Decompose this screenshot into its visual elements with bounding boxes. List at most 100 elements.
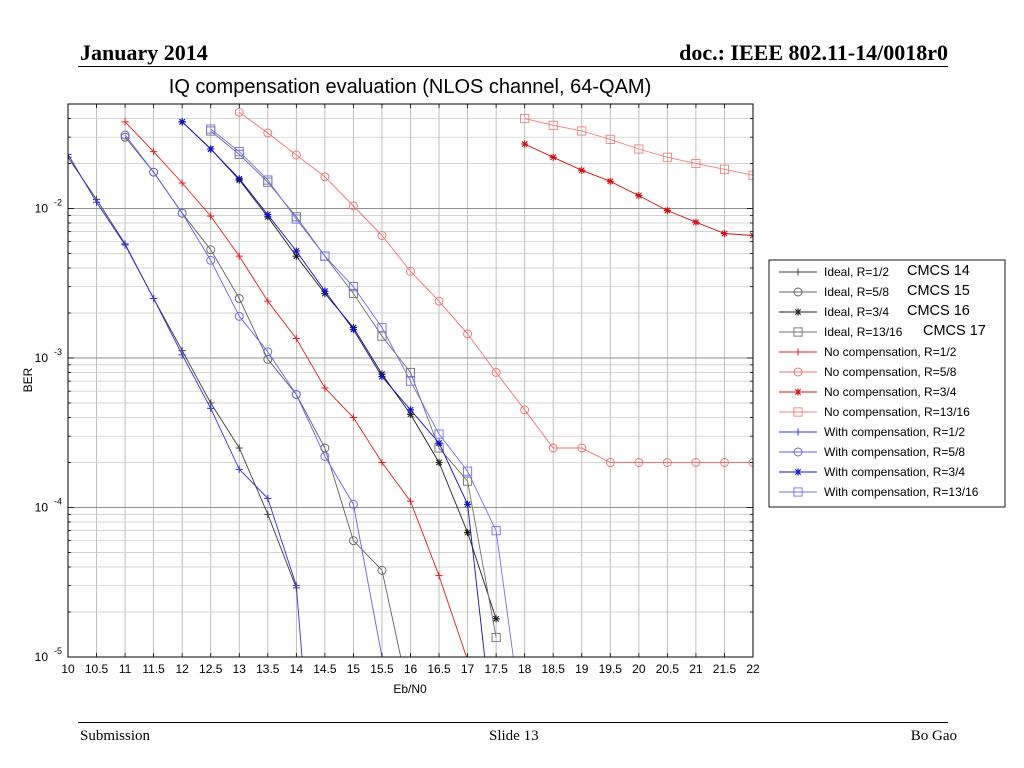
- legend-cmcs-annotation: CMCS 15: [907, 283, 970, 299]
- data-point: [577, 126, 587, 136]
- data-point: [320, 172, 330, 182]
- data-point: [348, 282, 358, 292]
- data-point: [121, 118, 129, 126]
- footer-rule: [78, 722, 948, 723]
- data-point: [548, 443, 558, 453]
- x-tick-label: 21.5: [713, 662, 737, 676]
- data-point: [235, 444, 243, 452]
- data-point: [435, 458, 443, 467]
- data-point: [634, 458, 644, 467]
- data-point: [577, 443, 587, 453]
- data-point: [406, 406, 415, 414]
- data-point: [691, 158, 701, 169]
- y-tick-label-exponent: -3: [54, 347, 62, 357]
- data-point: [178, 118, 186, 126]
- data-point: [435, 439, 443, 447]
- data-point: [662, 458, 672, 467]
- data-point: [692, 218, 700, 226]
- data-point: [264, 494, 272, 503]
- data-point: [349, 413, 358, 422]
- chart-title: IQ compensation evaluation (NLOS channel…: [169, 76, 651, 98]
- data-point: [377, 331, 387, 341]
- x-tick-label: 16.5: [427, 662, 451, 676]
- data-point: [263, 175, 273, 185]
- legend-label: With compensation, R=1/2: [824, 425, 965, 439]
- data-point: [178, 179, 186, 187]
- x-tick-label: 20: [632, 662, 646, 676]
- data-point: [207, 212, 215, 220]
- x-tick-label: 21: [689, 662, 703, 676]
- series-with-compensation-r-13-16: [206, 124, 514, 657]
- data-point: [235, 465, 243, 473]
- data-point: [234, 311, 244, 321]
- data-point: [520, 405, 530, 415]
- data-point: [463, 466, 473, 476]
- data-point: [206, 124, 216, 134]
- data-point: [548, 120, 558, 130]
- data-point: [348, 288, 358, 299]
- data-point: [292, 247, 300, 255]
- data-point: [491, 632, 501, 643]
- data-point: [406, 410, 415, 418]
- data-point: [377, 231, 387, 240]
- data-point: [794, 388, 802, 396]
- data-point: [292, 252, 300, 260]
- x-tick-label: 13.5: [256, 662, 280, 676]
- footer-submission: Submission: [80, 728, 151, 744]
- y-tick-label-exponent: -2: [54, 197, 62, 207]
- series-no-compensation-r-3-4: [521, 140, 753, 240]
- series-no-compensation-r-1-2: [121, 118, 467, 657]
- footer-slide-number: Slide 13: [489, 728, 539, 744]
- y-tick-label-exponent: -5: [54, 646, 62, 656]
- data-point: [177, 208, 187, 218]
- data-point: [794, 308, 802, 316]
- x-tick-label: 18: [518, 662, 532, 676]
- data-point: [291, 214, 301, 224]
- data-point: [378, 373, 386, 381]
- data-point: [406, 266, 415, 276]
- data-point: [150, 294, 158, 303]
- data-point: [321, 287, 329, 295]
- data-point: [463, 329, 473, 339]
- data-point: [264, 297, 272, 305]
- x-tick-label: 12.5: [199, 662, 223, 676]
- data-point: [794, 428, 802, 436]
- data-point: [635, 191, 643, 200]
- data-point: [92, 198, 101, 206]
- series-line: [181, 121, 486, 657]
- data-point: [521, 140, 529, 148]
- data-point: [794, 268, 802, 276]
- legend-label: No compensation, R=3/4: [824, 385, 957, 399]
- series-line: [68, 154, 303, 657]
- series-with-compensation-r-3-4: [178, 118, 486, 657]
- data-point: [292, 582, 300, 590]
- data-point: [406, 497, 415, 505]
- series-layer: [68, 107, 753, 657]
- data-point: [405, 367, 416, 378]
- x-tick-label: 15.5: [370, 662, 394, 676]
- legend-label: No compensation, R=5/8: [824, 365, 957, 379]
- data-point: [348, 201, 358, 211]
- x-tick-label: 14: [290, 662, 304, 676]
- y-tick-label-exponent: -4: [54, 496, 62, 506]
- y-tick-label: 10: [35, 500, 49, 514]
- x-tick-label: 11: [119, 662, 132, 676]
- data-point: [377, 565, 387, 575]
- data-point: [320, 451, 330, 461]
- header-rule: [78, 66, 948, 67]
- data-point: [320, 251, 330, 261]
- data-point: [348, 536, 358, 546]
- data-point: [235, 252, 243, 260]
- data-point: [435, 572, 443, 580]
- legend-label: With compensation, R=13/16: [824, 485, 979, 499]
- legend-label: Ideal, R=5/8: [824, 285, 889, 299]
- data-point: [463, 528, 472, 537]
- header-date: January 2014: [80, 40, 208, 65]
- data-point: [748, 170, 753, 180]
- data-point: [263, 128, 273, 138]
- y-tick-label: 10: [35, 201, 49, 215]
- x-tick-label: 10.5: [85, 662, 109, 676]
- data-point: [121, 241, 129, 249]
- data-point: [463, 476, 473, 486]
- data-point: [291, 150, 301, 160]
